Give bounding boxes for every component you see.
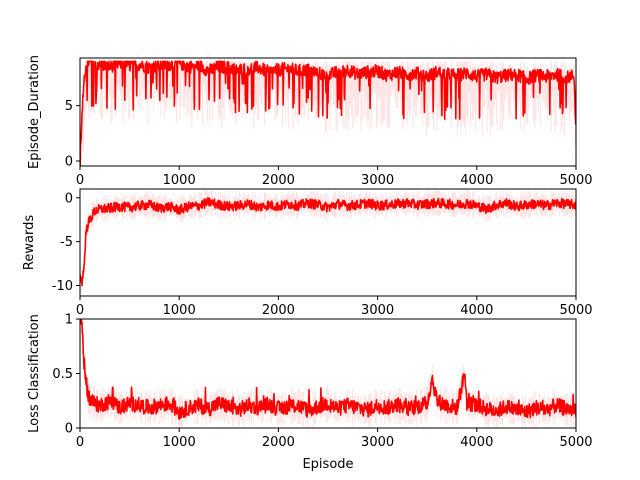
x-tick-label: 1000 [163, 173, 196, 188]
series-line-1 [80, 60, 576, 166]
y-tick-label: 0 [65, 155, 73, 170]
y-tick-label: 1 [65, 313, 73, 328]
x-tick-label: 4000 [460, 173, 493, 188]
x-tick-label: 5000 [559, 435, 592, 450]
x-tick-label: 2000 [262, 173, 295, 188]
y-axis-label: Loss Classification [27, 314, 42, 433]
x-tick-label: 3000 [361, 435, 394, 450]
axes-frame [79, 188, 577, 297]
y-tick-label: 0 [65, 191, 73, 206]
y-tick-label: 0.5 [52, 367, 73, 382]
subplot-2: 0 1000 2000 3000 4000 5000 -10 -5 0 Rewards [22, 188, 593, 318]
y-axis-label: Episode_Duration [27, 55, 42, 169]
x-tick-label: 4000 [460, 435, 493, 450]
x-tick-label: 4000 [460, 303, 493, 318]
y-axis-label: Rewards [22, 215, 37, 270]
plot-area [80, 319, 576, 428]
x-tick-label: 3000 [361, 303, 394, 318]
y-tick-label: -10 [52, 279, 73, 294]
x-tick-label: 1000 [163, 303, 196, 318]
x-tick-label: 0 [76, 303, 84, 318]
x-axis-label: Episode [302, 457, 353, 472]
subplot-3: 0 1000 2000 3000 4000 5000 0 0.5 1 Loss Classific… [27, 313, 593, 473]
series-line-1 [80, 197, 576, 287]
subplot-1: 0 1000 2000 3000 4000 5000 0 5 Episode_Duration [27, 55, 593, 188]
x-tick-label: 5000 [559, 173, 592, 188]
y-tick-label: 5 [65, 99, 73, 114]
plot-area [80, 189, 576, 292]
plot-area [80, 60, 576, 166]
x-tick-label: 2000 [262, 435, 295, 450]
x-tick-label: 0 [76, 173, 84, 188]
axes-frame [79, 57, 577, 167]
x-tick-label: 2000 [262, 303, 295, 318]
y-tick-label: 0 [65, 422, 73, 437]
y-tick-label: -5 [60, 235, 73, 250]
series-line-1 [80, 319, 576, 420]
x-tick-label: 3000 [361, 173, 394, 188]
x-tick-label: 1000 [163, 435, 196, 450]
x-tick-label: 5000 [559, 303, 592, 318]
x-tick-label: 0 [76, 435, 84, 450]
subplots: 0 1000 2000 3000 4000 500005Episode_Duration0… [22, 55, 593, 472]
